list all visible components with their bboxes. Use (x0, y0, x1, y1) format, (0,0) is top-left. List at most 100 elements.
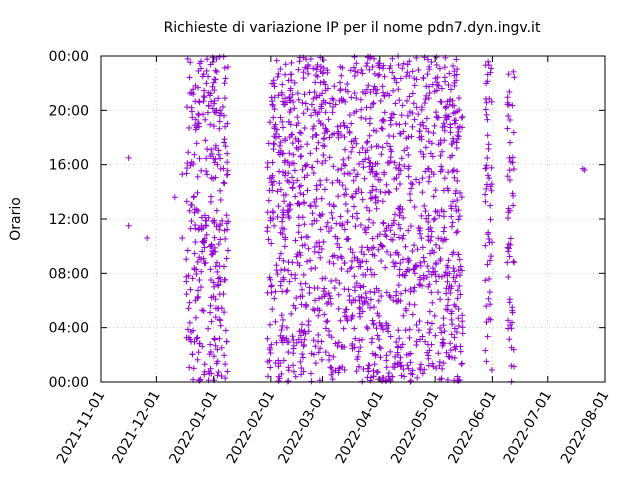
data-point (208, 241, 215, 248)
data-point (406, 326, 413, 333)
data-point (417, 336, 424, 343)
data-point (422, 96, 429, 103)
data-point (328, 225, 335, 232)
data-point (453, 272, 460, 279)
data-point (338, 72, 345, 79)
data-point (222, 327, 229, 334)
data-point (353, 95, 360, 102)
data-point (321, 130, 328, 137)
data-point (192, 116, 199, 123)
data-point (200, 111, 207, 118)
data-point (223, 255, 230, 262)
data-point (290, 98, 297, 105)
data-point (270, 146, 277, 153)
data-point (425, 166, 432, 173)
data-point (202, 137, 209, 144)
data-point (217, 107, 224, 114)
data-point (485, 315, 492, 322)
data-point (217, 196, 224, 203)
data-point (320, 69, 327, 76)
data-point (377, 97, 384, 104)
data-point (298, 182, 305, 189)
data-point (391, 75, 398, 82)
data-point (367, 304, 374, 311)
data-point (212, 142, 219, 149)
data-point (317, 254, 324, 261)
data-point (430, 130, 437, 137)
data-point (444, 185, 451, 192)
data-point (196, 377, 203, 384)
data-point (453, 187, 460, 194)
data-point (183, 256, 190, 263)
data-point (457, 348, 464, 355)
data-point (425, 128, 432, 135)
data-point (214, 161, 221, 168)
data-point (284, 378, 291, 385)
data-point (293, 294, 300, 301)
data-point (423, 274, 430, 281)
data-point (507, 207, 514, 214)
data-point (398, 372, 405, 379)
data-point (341, 286, 348, 293)
data-point (269, 80, 276, 87)
data-point (207, 121, 214, 128)
data-point (392, 353, 399, 360)
data-point (423, 215, 430, 222)
data-point (297, 143, 304, 150)
data-point (285, 364, 292, 371)
data-point (341, 146, 348, 153)
data-point (372, 194, 379, 201)
data-point (270, 77, 277, 84)
data-point (293, 253, 300, 260)
data-point (417, 121, 424, 128)
data-point (309, 133, 316, 140)
data-point (428, 228, 435, 235)
data-point (218, 373, 225, 380)
data-point (423, 125, 430, 132)
data-point (369, 235, 376, 242)
data-point (455, 267, 462, 274)
data-point (319, 160, 326, 167)
data-point (416, 318, 423, 325)
data-point (207, 198, 214, 205)
data-point (329, 109, 336, 116)
data-point (370, 320, 377, 327)
data-point (298, 339, 305, 346)
data-point (216, 291, 223, 298)
data-point (293, 339, 300, 346)
data-point (285, 377, 292, 384)
data-point (287, 85, 294, 92)
data-point (377, 176, 384, 183)
data-point (349, 314, 356, 321)
data-point (281, 243, 288, 250)
data-point (322, 109, 329, 116)
data-point (345, 154, 352, 161)
data-point (344, 170, 351, 177)
data-point (272, 134, 279, 141)
data-point (219, 217, 226, 224)
data-point (425, 268, 432, 275)
data-point (185, 272, 192, 279)
data-point (282, 236, 289, 243)
data-point (369, 187, 376, 194)
data-point (211, 283, 218, 290)
data-point (272, 318, 279, 325)
data-point (444, 262, 451, 269)
data-point (414, 246, 421, 253)
data-point (327, 364, 334, 371)
data-point (428, 58, 435, 65)
data-point (273, 57, 280, 64)
data-point (371, 289, 378, 296)
data-point (207, 302, 214, 309)
data-point (301, 241, 308, 248)
data-point (488, 366, 495, 373)
data-point (309, 221, 316, 228)
data-point (187, 59, 194, 66)
data-point (192, 314, 199, 321)
data-point (381, 171, 388, 178)
data-point (436, 212, 443, 219)
data-point (418, 361, 425, 368)
data-point (185, 334, 192, 341)
data-point (199, 73, 206, 80)
data-point (301, 125, 308, 132)
